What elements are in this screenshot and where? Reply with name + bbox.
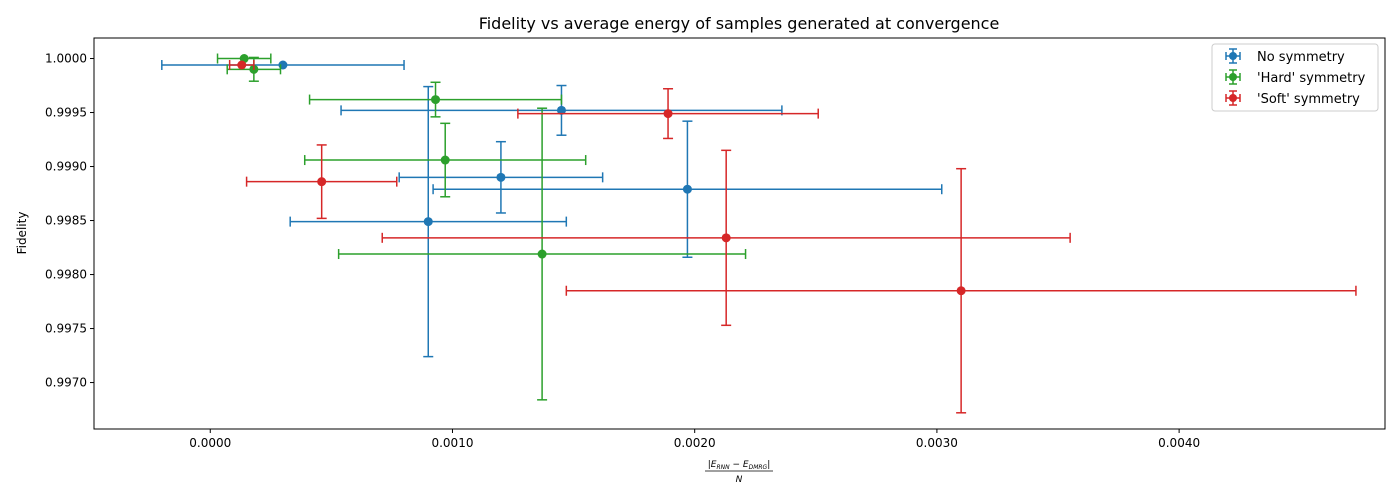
- data-point: [237, 60, 247, 70]
- x-axis-label: |ERNN − EDMRG| N: [705, 460, 773, 485]
- data-point: [423, 217, 433, 227]
- data-point: [537, 249, 547, 259]
- series-1: [216, 53, 747, 401]
- y-tick-label: 0.9990: [45, 160, 87, 174]
- y-tick-label: 0.9970: [45, 376, 87, 390]
- data-point: [721, 233, 731, 243]
- y-tick-label: 1.0000: [45, 52, 87, 66]
- legend-label: 'Soft' symmetry: [1257, 92, 1360, 107]
- data-point: [956, 286, 966, 296]
- legend-marker-dot: [1229, 73, 1237, 81]
- data-point: [682, 184, 692, 194]
- y-tick-label: 0.9985: [45, 214, 87, 228]
- data-point: [317, 177, 327, 187]
- x-tick-label: 0.0000: [189, 436, 231, 450]
- x-tick-label: 0.0040: [1158, 436, 1200, 450]
- data-point: [496, 172, 506, 182]
- x-tick-label: 0.0030: [916, 436, 958, 450]
- data-point: [440, 155, 450, 165]
- plot-area: [161, 53, 1357, 414]
- svg-text:N: N: [736, 475, 743, 485]
- svg-text:|ERNN − EDMRG|: |ERNN − EDMRG|: [708, 460, 771, 471]
- legend-marker-dot: [1229, 94, 1237, 102]
- data-point: [431, 95, 441, 105]
- plot-frame: [93, 37, 1386, 430]
- legend-marker-dot: [1229, 52, 1237, 60]
- y-axis: 0.9970 0.9975 0.9980 0.9985 0.9990 0.9995 1.00…: [45, 52, 94, 390]
- y-tick-label: 0.9995: [45, 106, 87, 120]
- legend-box: [1211, 43, 1379, 112]
- series-2: [228, 60, 1357, 414]
- y-tick-label: 0.9975: [45, 322, 87, 336]
- data-point: [556, 105, 566, 115]
- data-point: [663, 109, 673, 119]
- x-tick-label: 0.0020: [674, 436, 716, 450]
- y-tick-label: 0.9980: [45, 268, 87, 282]
- chart-title: Fidelity vs average energy of samples ge…: [479, 14, 1000, 33]
- legend-label: 'Hard' symmetry: [1257, 71, 1366, 86]
- y-axis-label: Fidelity: [15, 212, 29, 255]
- legend: No symmetry 'Hard' symmetry 'Soft' symmetr…: [1211, 43, 1379, 112]
- legend-label: No symmetry: [1257, 50, 1345, 65]
- x-axis: 0.0000 0.0010 0.0020 0.0030 0.0040: [189, 429, 1200, 450]
- x-tick-label: 0.0010: [431, 436, 473, 450]
- series-0: [161, 60, 943, 358]
